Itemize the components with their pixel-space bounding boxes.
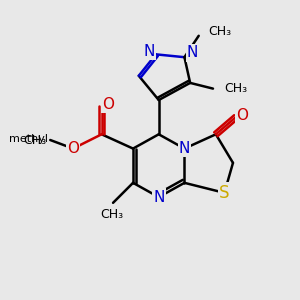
Text: N: N bbox=[143, 44, 154, 59]
Text: O: O bbox=[102, 97, 114, 112]
Text: CH₃: CH₃ bbox=[209, 25, 232, 38]
Text: CH₃: CH₃ bbox=[23, 134, 46, 146]
Text: methyl: methyl bbox=[9, 134, 48, 144]
Text: CH₃: CH₃ bbox=[100, 208, 123, 221]
Text: O: O bbox=[236, 108, 248, 123]
Text: CH₃: CH₃ bbox=[224, 82, 247, 95]
Text: N: N bbox=[187, 45, 198, 60]
Text: N: N bbox=[179, 141, 190, 156]
Text: N: N bbox=[153, 190, 164, 205]
Text: O: O bbox=[67, 141, 79, 156]
Text: S: S bbox=[219, 184, 230, 202]
